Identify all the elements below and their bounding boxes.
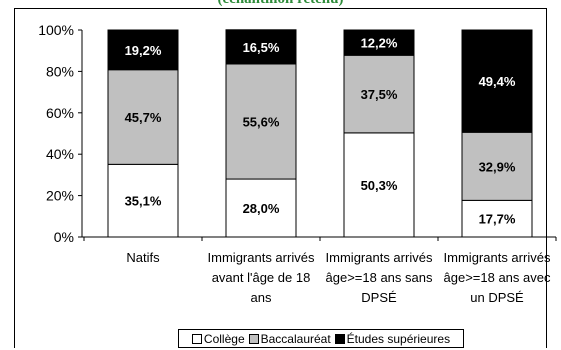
legend-swatch-baccalaureat — [248, 333, 259, 344]
y-tick-label: 100% — [38, 22, 74, 38]
legend-item-etudes-superieures: Études supérieures — [334, 331, 451, 346]
y-tick-label: 80% — [46, 63, 74, 79]
bar-baccalaureat — [461, 131, 533, 201]
bar-college — [343, 132, 415, 238]
data-label-etudes-superieures: 19,2% — [125, 43, 162, 58]
category-label: Immigrants arrivés — [326, 250, 433, 265]
bar-etudes-superieures — [225, 29, 297, 65]
bar-college — [225, 178, 297, 238]
legend: Collège Baccalauréat Études supérieures — [178, 329, 464, 348]
category-label: âge>=18 ans sans — [326, 270, 433, 285]
data-label-etudes-superieures: 16,5% — [243, 40, 280, 55]
chart-frame — [14, 8, 547, 348]
category-label: âge>=18 ans avec — [444, 270, 551, 285]
y-tick-label: 20% — [46, 188, 74, 204]
y-tick-label: 40% — [46, 146, 74, 162]
data-label-etudes-superieures: 12,2% — [361, 36, 398, 51]
legend-swatch-etudes-superieures — [334, 333, 345, 344]
bar-baccalaureat — [225, 63, 297, 180]
legend-swatch-college — [191, 333, 202, 344]
bar-college — [461, 199, 533, 238]
bar-etudes-superieures — [343, 29, 415, 56]
legend-item-baccalaureat: Baccalauréat — [248, 331, 331, 346]
data-label-etudes-superieures: 49,4% — [479, 74, 516, 89]
data-label-baccalaureat: 32,9% — [479, 159, 516, 174]
bar-etudes-superieures — [461, 29, 533, 133]
bar-baccalaureat — [343, 54, 415, 134]
legend-label-college: Collège — [203, 331, 245, 346]
data-label-college: 28,0% — [243, 201, 280, 216]
legend-item-college: Collège — [191, 331, 245, 346]
category-label: un DPSÉ — [470, 290, 524, 305]
category-label: Natifs — [126, 250, 160, 265]
data-label-baccalaureat: 45,7% — [125, 110, 162, 125]
category-label: ans — [251, 290, 272, 305]
bar-baccalaureat — [107, 69, 179, 165]
data-label-college: 17,7% — [479, 212, 516, 227]
category-label: Immigrants arrivés — [444, 250, 551, 265]
category-label: Immigrants arrivés — [208, 250, 315, 265]
legend-label-baccalaureat: Baccalauréat — [260, 331, 331, 346]
category-label: DPSÉ — [361, 290, 397, 305]
bar-college — [107, 163, 179, 238]
data-label-baccalaureat: 37,5% — [361, 87, 398, 102]
data-label-baccalaureat: 55,6% — [243, 114, 280, 129]
category-label: avant l'âge de 18 — [212, 270, 311, 285]
legend-label-etudes-superieures: Études supérieures — [346, 331, 451, 346]
y-tick-label: 60% — [46, 105, 74, 121]
chart-title: (échantillon retenu) — [0, 0, 561, 8]
data-label-college: 50,3% — [361, 178, 398, 193]
y-tick-label: 0% — [54, 229, 74, 245]
bar-etudes-superieures — [107, 29, 179, 71]
data-label-college: 35,1% — [125, 194, 162, 209]
